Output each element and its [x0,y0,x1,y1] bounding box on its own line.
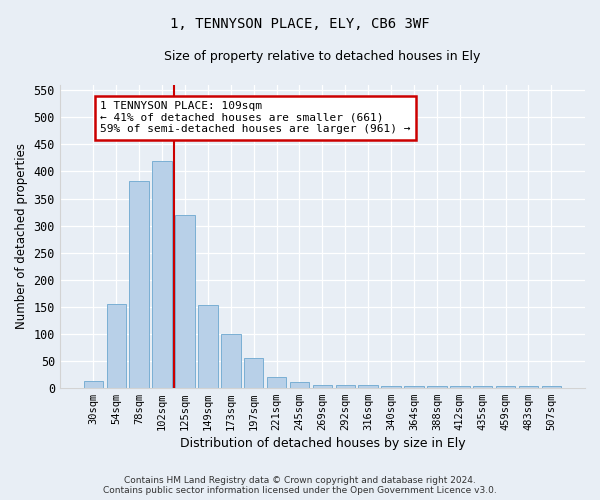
Bar [382,386,401,388]
Bar [404,386,424,388]
Bar [427,386,446,388]
Bar [496,386,515,388]
Bar [107,304,126,388]
Y-axis label: Number of detached properties: Number of detached properties [15,144,28,330]
Text: Contains HM Land Registry data © Crown copyright and database right 2024.
Contai: Contains HM Land Registry data © Crown c… [103,476,497,495]
Title: Size of property relative to detached houses in Ely: Size of property relative to detached ho… [164,50,481,63]
Bar [450,386,470,388]
Bar [130,181,149,388]
Bar [335,385,355,388]
Text: 1, TENNYSON PLACE, ELY, CB6 3WF: 1, TENNYSON PLACE, ELY, CB6 3WF [170,18,430,32]
Bar [313,385,332,388]
Bar [473,386,493,388]
Bar [358,385,378,388]
Bar [519,386,538,388]
Bar [221,334,241,388]
X-axis label: Distribution of detached houses by size in Ely: Distribution of detached houses by size … [179,437,465,450]
Bar [198,305,218,388]
Text: 1 TENNYSON PLACE: 109sqm
← 41% of detached houses are smaller (661)
59% of semi-: 1 TENNYSON PLACE: 109sqm ← 41% of detach… [100,101,411,134]
Bar [152,160,172,388]
Bar [290,382,309,388]
Bar [542,386,561,388]
Bar [267,377,286,388]
Bar [83,381,103,388]
Bar [244,358,263,388]
Bar [175,214,195,388]
